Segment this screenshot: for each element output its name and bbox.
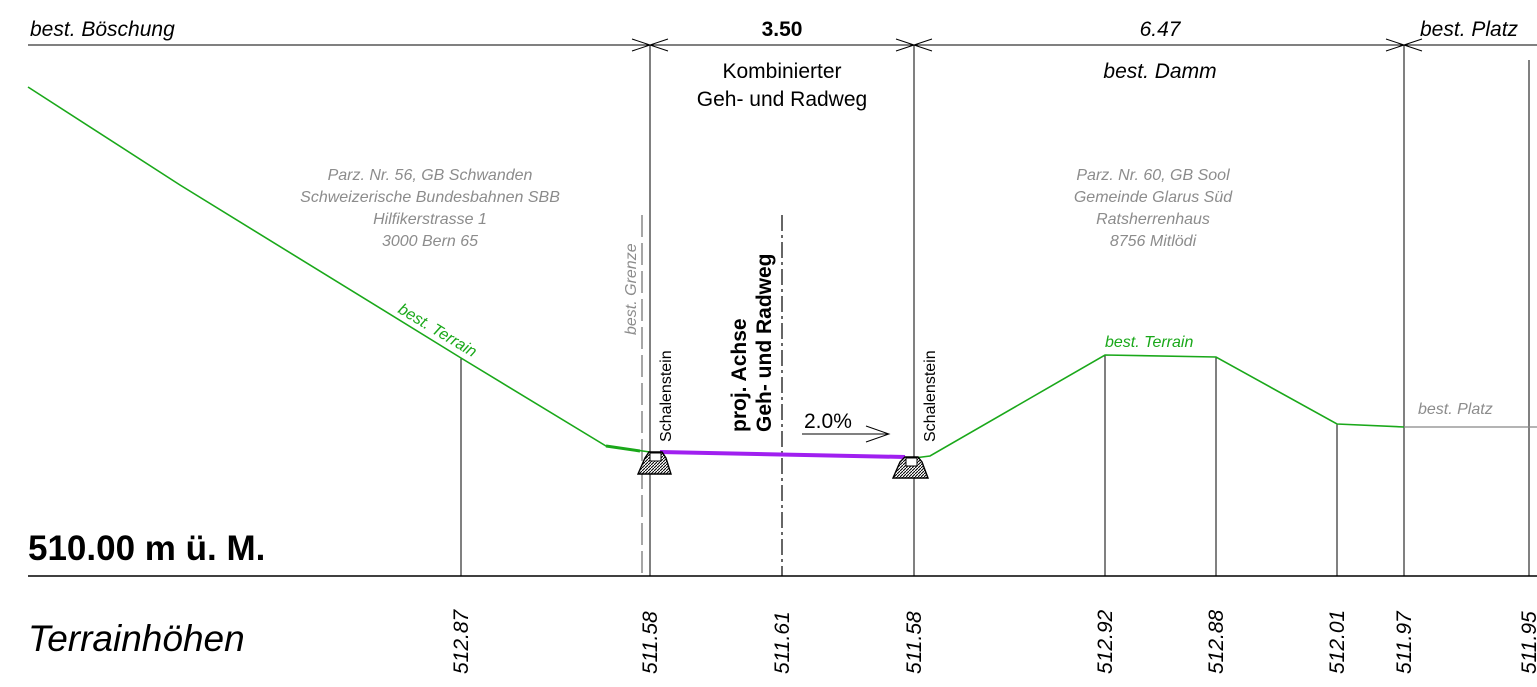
terrain-heights-title: Terrainhöhen xyxy=(28,618,245,659)
parcel-left: Parz. Nr. 56, GB Schwanden Schweizerisch… xyxy=(300,167,560,250)
parcel-left-line: Hilfikerstrasse 1 xyxy=(373,211,487,228)
axis-label-line1: proj. Achse xyxy=(728,318,751,432)
terrain-toe xyxy=(605,444,641,453)
parcel-left-line: Parz. Nr. 56, GB Schwanden xyxy=(328,167,533,184)
terrain-left-label: best. Terrain xyxy=(395,301,480,361)
parcel-right: Parz. Nr. 60, GB Sool Gemeinde Glarus Sü… xyxy=(1074,167,1233,250)
terrain-line-right xyxy=(913,354,1405,459)
parcel-right-line: Ratsherrenhaus xyxy=(1096,211,1210,228)
terrain-height-value: 511.61 xyxy=(771,611,794,674)
terrain-height-value: 512.87 xyxy=(450,608,473,674)
curb-right-label: Schalenstein xyxy=(922,350,939,442)
parcel-right-line: Gemeinde Glarus Süd xyxy=(1074,189,1233,206)
border-label: best. Grenze xyxy=(623,243,640,335)
path-name-line2: Geh- und Radweg xyxy=(697,88,867,111)
header-left-label: best. Böschung xyxy=(30,18,175,41)
terrain-height-value: 512.88 xyxy=(1205,609,1228,674)
terrain-right-label: best. Terrain xyxy=(1105,334,1193,351)
path-name-line1: Kombinierter xyxy=(722,60,841,83)
dimension-dam-width: 6.47 xyxy=(1140,18,1182,41)
slope-arrow-icon xyxy=(802,425,891,443)
terrain-height-value: 511.58 xyxy=(639,611,662,674)
platz-label: best. Platz xyxy=(1418,401,1493,418)
project-surface xyxy=(659,450,906,459)
curb-stone-right xyxy=(891,456,930,479)
parcel-left-line: 3000 Bern 65 xyxy=(382,233,478,250)
terrain-heights: 512.87 511.58 511.61 511.58 512.92 512.8… xyxy=(450,608,1537,674)
terrain-height-value: 511.58 xyxy=(903,611,926,674)
curb-stone-left xyxy=(636,451,672,475)
curb-left-label: Schalenstein xyxy=(658,350,675,442)
datum-label: 510.00 m ü. M. xyxy=(28,529,265,568)
dimension-path-width: 3.50 xyxy=(762,18,803,41)
terrain-line-left xyxy=(27,86,651,453)
station-lines xyxy=(460,45,1530,576)
parcel-right-line: 8756 Mitlödi xyxy=(1110,233,1197,250)
dam-label: best. Damm xyxy=(1103,60,1216,83)
parcel-right-line: Parz. Nr. 60, GB Sool xyxy=(1076,167,1230,184)
axis-label-line2: Geh- und Radweg xyxy=(753,254,776,433)
terrain-height-value: 512.92 xyxy=(1094,609,1117,674)
terrain-height-value: 512.01 xyxy=(1326,610,1349,674)
slope-label: 2.0% xyxy=(804,410,852,433)
terrain-height-value: 511.95 xyxy=(1518,611,1537,674)
terrain-height-value: 511.97 xyxy=(1393,610,1416,674)
header-right-label: best. Platz xyxy=(1420,18,1519,41)
parcel-left-line: Schweizerische Bundesbahnen SBB xyxy=(300,189,560,206)
